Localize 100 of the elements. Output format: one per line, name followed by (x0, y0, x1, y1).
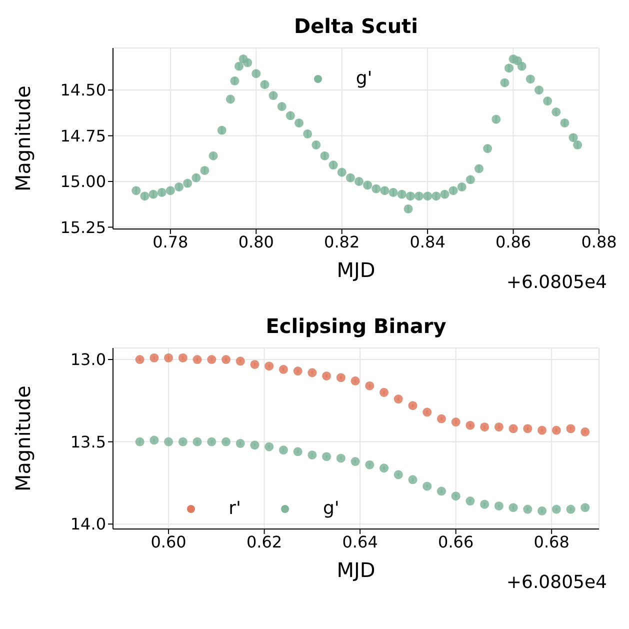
point (566, 504, 576, 514)
point (466, 496, 475, 506)
point (293, 366, 302, 376)
point (363, 180, 372, 190)
point (451, 492, 460, 501)
point (322, 452, 332, 462)
point (192, 355, 202, 364)
point (312, 140, 321, 150)
point (408, 401, 418, 410)
point (328, 160, 338, 170)
x-tick-label: 0.66 (438, 532, 474, 552)
point (293, 447, 302, 456)
point (217, 126, 226, 135)
point (372, 184, 381, 194)
y-tick-label: 15.00 (60, 172, 106, 192)
point (480, 500, 490, 509)
point (379, 464, 389, 473)
point (350, 376, 360, 386)
point (474, 164, 484, 174)
point (508, 424, 518, 434)
point (140, 192, 150, 201)
point (164, 437, 174, 446)
x-axis-title: MJD (336, 558, 376, 582)
point (538, 426, 547, 435)
point (308, 450, 317, 460)
point (543, 96, 552, 106)
point (308, 368, 317, 378)
point (346, 173, 355, 182)
point (234, 62, 244, 71)
point (394, 394, 403, 404)
text: +6.0805e4 (506, 272, 607, 293)
point (436, 414, 446, 424)
point (408, 475, 418, 484)
point (440, 190, 450, 199)
point (208, 151, 218, 160)
point (221, 437, 231, 446)
point (483, 144, 492, 154)
chart-title: Delta Scuti (293, 14, 419, 38)
point (508, 503, 518, 512)
x-axis-title: MJD (336, 258, 376, 282)
point (432, 192, 441, 201)
x-tick-label: 0.78 (152, 232, 188, 252)
point (135, 437, 144, 446)
point (523, 504, 532, 514)
point (422, 482, 432, 491)
point (157, 188, 166, 197)
point (388, 188, 398, 197)
point (504, 64, 514, 73)
y-axis-title: Magnitude (11, 386, 36, 492)
point (277, 102, 286, 112)
point (260, 80, 270, 90)
point (568, 133, 578, 142)
point (252, 69, 261, 78)
point (250, 360, 260, 369)
x-tick-label: 0.82 (324, 232, 360, 252)
chart-title: Eclipsing Binary (264, 314, 448, 338)
point (166, 186, 175, 196)
point (397, 190, 406, 199)
point (500, 78, 510, 88)
x-tick-label: 0.64 (342, 532, 378, 552)
point (207, 355, 216, 364)
point (336, 373, 346, 382)
point (150, 353, 159, 362)
point (457, 182, 466, 192)
point (132, 186, 141, 196)
point (178, 353, 188, 362)
point (303, 129, 312, 138)
point (573, 140, 582, 150)
point (404, 204, 413, 214)
point (278, 446, 288, 455)
x-tick-label: 0.80 (238, 232, 274, 252)
point (354, 176, 364, 186)
point (236, 356, 245, 366)
legend-label: r' (228, 498, 241, 519)
point (264, 442, 274, 452)
y-tick-label: 15.25 (60, 218, 106, 237)
point (538, 506, 547, 516)
point (406, 192, 415, 201)
y-tick-label: 14.0 (70, 514, 106, 534)
point (350, 457, 360, 466)
point (150, 436, 159, 445)
point (174, 182, 184, 192)
point (365, 381, 374, 390)
point (379, 388, 389, 397)
point (226, 94, 235, 104)
point (480, 422, 490, 432)
point (494, 422, 504, 432)
point (526, 74, 535, 84)
point (365, 460, 374, 470)
point (566, 424, 576, 434)
x-tick-label: 0.68 (534, 532, 570, 552)
y-tick-label: 13.0 (70, 350, 106, 370)
legend-label: g' (322, 498, 340, 519)
text: +6.0805e4 (506, 572, 607, 593)
point (580, 427, 590, 436)
point (336, 454, 346, 463)
point (268, 91, 278, 100)
point (423, 192, 432, 201)
point (192, 173, 201, 182)
y-tick-label: 14.50 (60, 80, 106, 100)
